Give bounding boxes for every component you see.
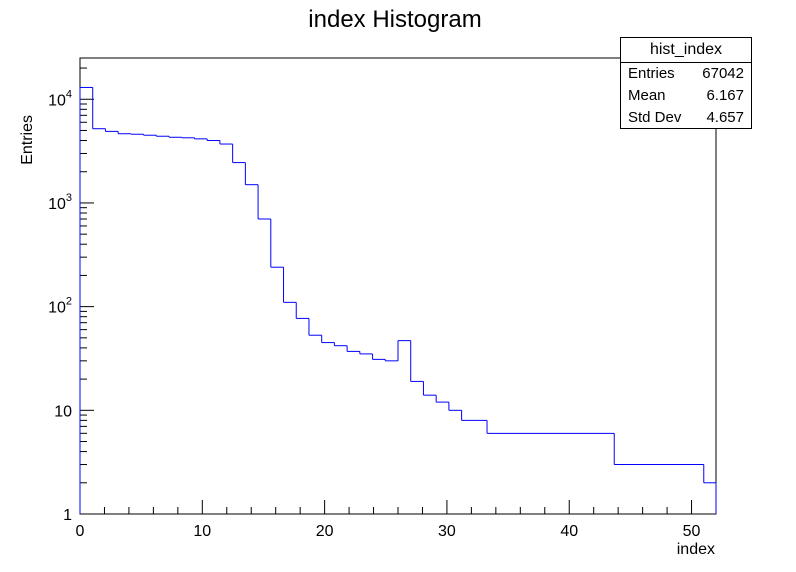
- stats-row-mean: Mean 6.167: [621, 85, 751, 107]
- stats-row-stddev: Std Dev 4.657: [621, 107, 751, 129]
- stats-label: Std Dev: [628, 109, 682, 126]
- y-tick-label: 103: [48, 192, 72, 213]
- y-axis-label: Entries: [19, 115, 36, 165]
- y-tick-exponent: 3: [66, 192, 72, 204]
- y-tick-base: 1: [63, 507, 72, 524]
- x-tick-label: 0: [76, 523, 85, 540]
- x-tick-label: 10: [193, 523, 211, 540]
- y-tick-label: 102: [48, 296, 72, 317]
- x-tick-label: 40: [560, 523, 578, 540]
- stats-label: Mean: [628, 87, 666, 104]
- stats-title: hist_index: [621, 38, 751, 63]
- stats-box: hist_index Entries 67042 Mean 6.167 Std …: [620, 37, 752, 129]
- y-tick-base: 10: [48, 92, 66, 109]
- y-tick-label: 10: [54, 403, 72, 420]
- x-tick-label: 20: [316, 523, 334, 540]
- histogram-bins: [79, 86, 717, 514]
- x-axis-label: index: [677, 541, 715, 558]
- y-tick-base: 10: [48, 300, 66, 317]
- stats-value: 67042: [702, 65, 744, 82]
- y-tick-base: 10: [54, 403, 72, 420]
- x-tick-label: 50: [683, 523, 701, 540]
- chart-title: index Histogram: [308, 6, 481, 33]
- y-tick-base: 10: [48, 196, 66, 213]
- stats-row-entries: Entries 67042: [621, 63, 751, 85]
- stats-label: Entries: [628, 65, 675, 82]
- stats-value: 6.167: [706, 87, 744, 104]
- y-tick-label: 104: [48, 88, 72, 109]
- y-tick-exponent: 4: [66, 88, 72, 100]
- stats-value: 4.657: [706, 109, 744, 126]
- y-tick-exponent: 2: [66, 296, 72, 308]
- x-tick-label: 30: [438, 523, 456, 540]
- y-tick-label: 1: [63, 507, 72, 524]
